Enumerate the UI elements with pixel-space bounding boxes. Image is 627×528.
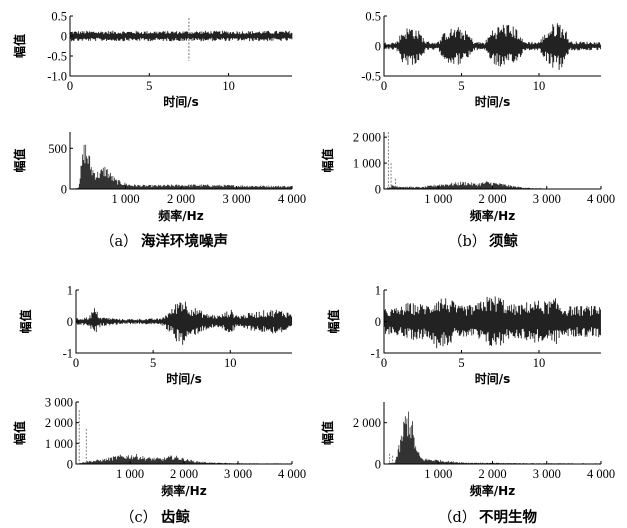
x-tick-label: 4 000 <box>587 467 615 481</box>
x-tick-label: 1 000 <box>111 192 139 206</box>
x-tick-label: 0 <box>73 356 79 370</box>
y-axis-label: 幅值 <box>320 148 335 172</box>
waveform <box>76 301 293 345</box>
caption-paren: （c） <box>120 509 157 526</box>
x-tick-label: 5 <box>458 356 464 370</box>
x-axis-label: 时间/s <box>475 371 511 386</box>
x-axis-label: 时间/s <box>166 371 202 386</box>
axis-line <box>383 132 601 190</box>
time-plot: 0 5 10 0.5 0 -0.5 -1.0 时间/s 幅值 <box>12 10 293 109</box>
axis-line <box>69 16 292 77</box>
y-tick-label: 0 <box>375 40 381 54</box>
y-tick-label: 1 <box>375 284 381 298</box>
x-tick-label: 1 000 <box>116 467 144 481</box>
y-tick-label: 0 <box>375 458 381 472</box>
x-tick-label: 2 000 <box>170 467 198 481</box>
caption-name: 海洋环境噪声 <box>141 232 228 250</box>
y-axis-label: 幅值 <box>12 34 27 58</box>
y-tick-label: 2 000 <box>45 416 73 430</box>
y-tick-label: 0 <box>61 183 67 197</box>
x-tick-label: 3 000 <box>533 192 561 206</box>
x-tick-label: 10 <box>533 356 546 370</box>
y-tick-label: 1 000 <box>353 157 381 171</box>
y-tick-label: 1 <box>67 284 73 298</box>
y-tick-label: 0 <box>61 30 67 44</box>
freq-plot: 1 000 2 000 3 000 4 000 500 0 频率/Hz 幅值 <box>12 132 306 223</box>
x-tick-label: 1 000 <box>424 467 452 481</box>
y-tick-label: 0.5 <box>365 10 381 24</box>
waveform <box>384 23 601 70</box>
caption-name: 须鲸 <box>489 232 518 250</box>
x-tick-label: 3 000 <box>224 467 252 481</box>
y-tick-label: 0.5 <box>51 10 67 24</box>
caption-paren: （d） <box>438 509 476 526</box>
spectrum <box>70 144 292 189</box>
y-tick-label: 0 <box>375 183 381 197</box>
y-tick-label: -1 <box>63 347 73 361</box>
x-tick-label: 4 000 <box>278 467 306 481</box>
y-axis-label: 幅值 <box>12 148 27 172</box>
caption-paren: （a） <box>100 233 138 250</box>
x-tick-label: 10 <box>222 79 235 93</box>
y-tick-label: 2 000 <box>353 131 381 145</box>
x-tick-label: 5 <box>146 79 152 93</box>
caption-paren: （b） <box>448 233 486 250</box>
x-tick-label: 5 <box>150 356 156 370</box>
y-tick-label: 3 000 <box>45 396 73 410</box>
x-tick-label: 10 <box>533 79 546 93</box>
spectrum <box>384 411 601 464</box>
x-tick-label: 4 000 <box>278 192 306 206</box>
x-axis-label: 频率/Hz <box>161 483 206 498</box>
freq-plot: 1 000 2 000 3 000 4 000 2 000 0 频率/Hz 幅值 <box>320 402 615 498</box>
x-axis-label: 频率/Hz <box>158 208 203 223</box>
y-tick-label: -1.0 <box>47 70 67 84</box>
x-tick-label: 3 000 <box>533 467 561 481</box>
y-tick-label: 0 <box>67 315 73 329</box>
waveform <box>384 296 601 349</box>
panel-a: 0 5 10 0.5 0 -0.5 -1.0 时间/s 幅值 1 000 2 000 3 000 4 … <box>12 10 306 251</box>
x-tick-label: 4 000 <box>587 192 615 206</box>
x-tick-label: 0 <box>381 356 387 370</box>
x-tick-label: 10 <box>224 356 237 370</box>
y-axis-label: 幅值 <box>320 421 335 445</box>
caption-name: 齿鲸 <box>161 508 190 526</box>
x-axis-label: 时间/s <box>475 94 511 109</box>
y-tick-label: 2 000 <box>353 416 381 430</box>
y-axis-label: 幅值 <box>326 309 341 333</box>
time-plot: 0 5 100.50-0.5时间/s <box>361 10 601 109</box>
waveform <box>70 30 293 42</box>
x-tick-label: 2 000 <box>478 192 506 206</box>
y-tick-label: -1 <box>371 347 381 361</box>
y-tick-label: -0.5 <box>47 50 67 64</box>
y-tick-label: -0.5 <box>361 70 381 84</box>
freq-plot: 1 000 2 000 3 000 4 000 3 000 2 000 1 000 0 频率/H… <box>12 396 306 499</box>
y-tick-label: 1 000 <box>45 437 73 451</box>
caption-name: 不明生物 <box>479 508 537 526</box>
y-tick-label: 500 <box>48 142 67 156</box>
y-tick-label: 0 <box>375 315 381 329</box>
y-axis-label: 幅值 <box>18 309 33 333</box>
y-tick-label: 0 <box>67 458 73 472</box>
axis-line <box>75 402 292 465</box>
x-tick-label: 3 000 <box>222 192 250 206</box>
y-axis-label: 幅值 <box>12 421 27 445</box>
x-tick-label: 0 <box>67 79 73 93</box>
x-axis-label: 时间/s <box>163 94 199 109</box>
x-axis-label: 频率/Hz <box>470 208 515 223</box>
freq-plot: 1 000 2 000 3 000 4 000 2 000 1 000 0 频率/Hz 幅值 <box>320 131 615 223</box>
x-tick-label: 2 000 <box>167 192 195 206</box>
x-tick-label: 2 000 <box>478 467 506 481</box>
x-tick-label: 1 000 <box>424 192 452 206</box>
x-tick-label: 5 <box>458 79 464 93</box>
x-tick-label: 0 <box>381 79 387 93</box>
x-axis-label: 频率/Hz <box>470 483 515 498</box>
